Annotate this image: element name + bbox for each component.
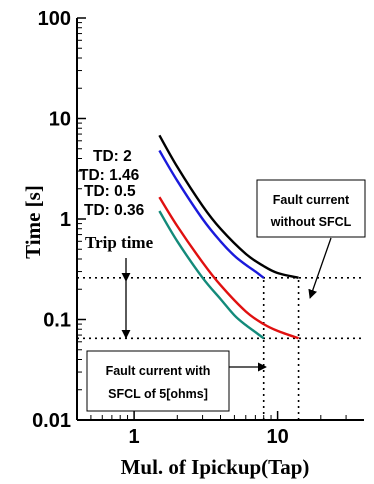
series-label-td-1-46: TD: 1.46 xyxy=(79,167,140,184)
x-axis-label: Mul. of Ipickup(Tap) xyxy=(121,455,310,479)
fault-no-sfcl-line1: Fault current xyxy=(273,193,350,207)
series-line-3 xyxy=(158,210,265,340)
x-tick-labels: 1 10 xyxy=(129,426,289,448)
series-label-td-0-36: TD: 0.36 xyxy=(84,202,145,219)
y-tick-label: 1 xyxy=(60,209,71,231)
x-tick-label: 10 xyxy=(266,426,288,448)
trip-time-label: Trip time xyxy=(85,233,154,252)
fault-no-sfcl-line2: without SFCL xyxy=(270,215,352,229)
y-tick-labels: 0.01 0.1 1 10 100 xyxy=(32,8,71,432)
y-tick-label: 10 xyxy=(49,109,71,131)
fault-with-sfcl-line2: SFCL of 5[ohms] xyxy=(108,387,208,401)
minor-ticks xyxy=(77,17,347,421)
series-line-2 xyxy=(158,196,299,340)
fault-no-sfcl-arrow xyxy=(308,237,332,299)
y-axis-label: Time [s] xyxy=(21,185,45,259)
y-tick-label: 0.1 xyxy=(43,310,71,332)
series-label-td-2: TD: 2 xyxy=(93,148,132,165)
fault-with-sfcl-line1: Fault current with xyxy=(106,364,211,378)
series-curves xyxy=(158,134,299,340)
y-tick-label: 0.01 xyxy=(32,410,71,432)
y-tick-label: 100 xyxy=(38,8,71,30)
series-line-0 xyxy=(158,134,299,279)
x-tick-label: 1 xyxy=(129,426,140,448)
annotation-fault-no-sfcl: Fault current without SFCL xyxy=(256,179,366,238)
series-label-td-0-5: TD: 0.5 xyxy=(84,183,136,200)
series-line-1 xyxy=(158,149,265,279)
annotation-fault-with-sfcl: Fault current with SFCL of 5[ohms] xyxy=(86,350,230,412)
